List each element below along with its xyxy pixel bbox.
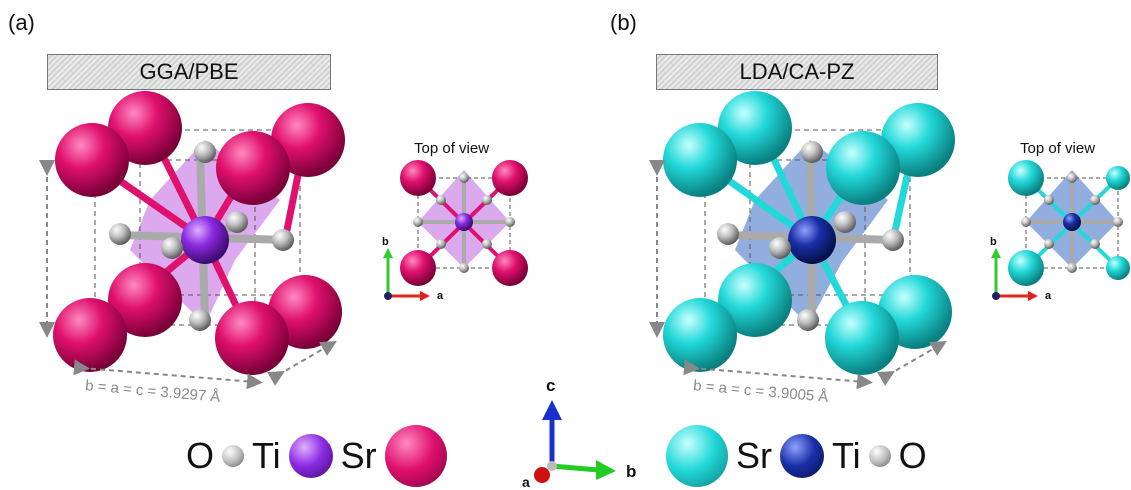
legend-ti-label: Ti [832,435,861,476]
top-view-title-a: Top of view [414,140,490,157]
ti-atom [788,216,836,264]
top-axis-b-label-b: b [990,236,997,248]
legend-left: O Ti Sr [182,425,451,487]
sr-atom [663,123,737,197]
top-axes-a [383,248,430,301]
structure-a [39,91,345,390]
method-box-b: LDA/CA-PZ [656,54,938,90]
sr-atom [271,103,345,177]
sr-atom [108,91,182,165]
o-atom [226,211,248,233]
sr-atom [718,91,792,165]
o-atom [189,309,211,331]
o-atom [769,237,791,259]
ti-atom [181,216,229,264]
legend-o-label: O [186,435,215,476]
panel-a-label: (a) [8,10,35,35]
o-atom [109,223,131,245]
structure-b [649,91,955,390]
ti-atom-icon [780,434,824,478]
method-label-b: LDA/CA-PZ [739,59,855,84]
method-box-a: GGA/PBE [47,54,331,90]
legend-ti-label: Ti [252,435,281,476]
o-atom [272,229,294,251]
sr-atom [881,103,955,177]
sr-atom-icon [666,425,728,487]
sr-atom-icon [384,425,447,487]
legend-o-label: O [898,435,927,476]
top-axis-b-label-a: b [382,236,389,248]
o-atom [194,141,216,163]
legend-right: Sr Ti O [662,425,931,487]
sr-atom [825,301,899,375]
axis-c-label: c [546,376,556,395]
o-atom [882,229,904,251]
sr-atom [108,263,182,337]
sr-atom [663,298,737,372]
o-atom [797,309,819,331]
sr-atom [826,131,900,205]
o-atom [834,211,856,233]
top-view-title-b: Top of view [1020,140,1096,157]
top-axis-a-label-a: a [437,290,444,302]
top-axis-a-label-b: a [1045,290,1052,302]
method-label-a: GGA/PBE [139,59,239,84]
sr-atom [718,263,792,337]
sr-atom [55,123,129,197]
axis-a-label: a [522,474,530,490]
sr-atom [53,298,127,372]
o-atom [717,223,739,245]
axis-b-label: b [626,462,637,481]
legend-sr-label: Sr [736,435,772,476]
ti-atom-icon [288,434,333,478]
o-atom-icon [868,445,891,467]
legend-sr-label: Sr [340,435,377,476]
top-axes-b [991,248,1038,301]
o-atom-icon [222,445,245,467]
sr-atom [216,131,290,205]
top-view-a [400,160,528,286]
o-atom [161,237,183,259]
crystal-axes [534,400,616,483]
o-atom [801,141,823,163]
sr-atom [215,301,289,375]
top-view-b [1008,160,1130,286]
panel-b-label: (b) [610,10,637,35]
